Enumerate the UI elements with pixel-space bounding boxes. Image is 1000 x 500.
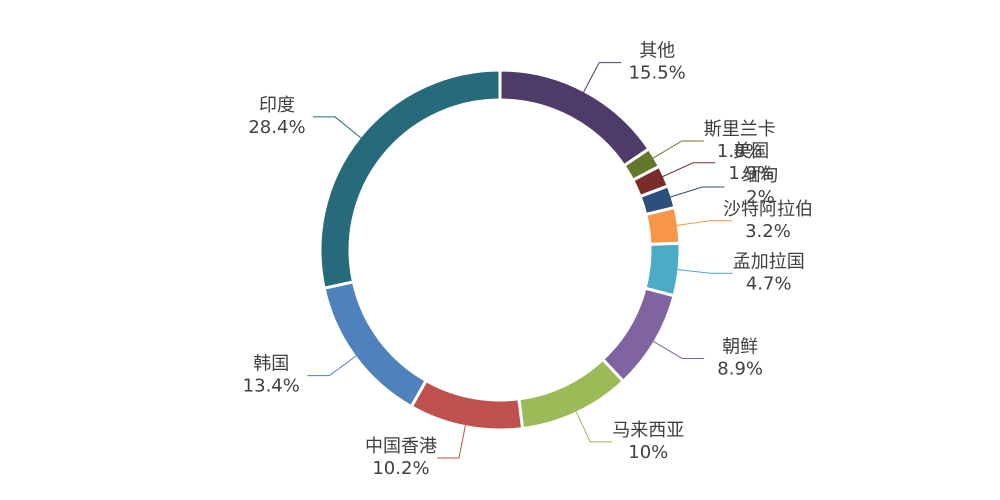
donut-segment [498,68,651,168]
leader-line [666,186,725,199]
data-label-value: 10.2% [372,458,429,479]
leader-line [312,116,365,141]
leader-line [574,408,613,443]
leader-line [581,62,622,96]
leader-line [673,220,732,227]
donut-segment [600,286,676,384]
donut-segment [322,280,429,409]
data-label-value: 15.5% [629,63,686,84]
data-label-name: 其他 [639,41,675,62]
data-label-value: 4.7% [746,273,792,294]
donut-segment [517,357,626,431]
data-label-name: 印度 [259,95,295,116]
leader-line [649,140,704,161]
leader-line [307,353,360,377]
data-label-value: 3.2% [745,221,791,242]
data-label-value: 2% [746,187,775,208]
data-label-name: 韩国 [253,354,289,375]
data-label-name: 马来西亚 [612,420,684,441]
data-label-value: 1.9% [728,163,774,184]
data-label-name: 缅甸 [742,165,778,186]
data-label-value: 8.9% [717,358,763,379]
data-label-name: 孟加拉国 [733,251,805,272]
donut-segment [409,378,525,432]
donut-segment [318,68,502,290]
data-label-name: 朝鲜 [722,336,758,357]
data-label-name: 美国 [733,141,769,162]
data-label-value: 28.4% [248,117,305,138]
data-label-name: 沙特阿拉伯 [723,199,813,220]
leader-line [650,339,705,359]
data-label-name: 中国香港 [365,436,437,457]
data-label-value: 10% [628,442,668,463]
leader-line [436,421,467,459]
leader-line [673,268,733,274]
data-label-value: 13.4% [243,376,300,397]
leader-line [659,162,716,179]
data-label-value: 1.8% [717,141,763,162]
data-label-name: 斯里兰卡 [704,119,776,140]
